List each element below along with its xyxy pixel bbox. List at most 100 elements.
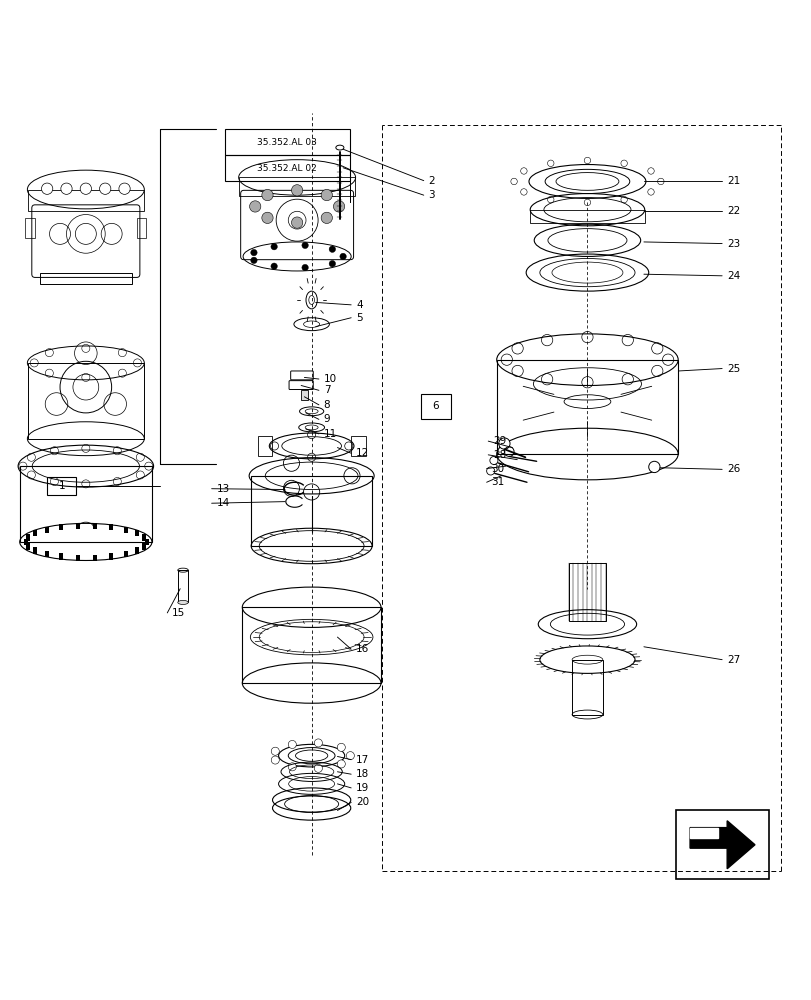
Bar xyxy=(124,551,127,557)
Bar xyxy=(28,190,144,211)
Circle shape xyxy=(648,461,659,473)
Circle shape xyxy=(251,257,257,264)
Bar xyxy=(251,476,371,546)
Text: 35.352.AL 02: 35.352.AL 02 xyxy=(257,164,316,173)
Bar xyxy=(496,360,677,454)
Circle shape xyxy=(100,183,111,194)
Ellipse shape xyxy=(583,199,590,206)
Circle shape xyxy=(302,264,308,271)
Bar xyxy=(569,563,605,621)
Bar xyxy=(75,555,79,561)
Text: 10: 10 xyxy=(324,374,337,384)
Bar xyxy=(136,218,146,238)
Text: 13: 13 xyxy=(217,484,230,494)
Circle shape xyxy=(498,438,509,449)
Ellipse shape xyxy=(647,168,654,174)
Text: 5: 5 xyxy=(355,313,363,323)
Ellipse shape xyxy=(647,189,654,195)
Circle shape xyxy=(314,764,322,772)
Bar xyxy=(25,218,35,238)
Text: 9: 9 xyxy=(324,414,330,424)
Ellipse shape xyxy=(657,178,663,185)
Bar xyxy=(40,273,131,284)
Circle shape xyxy=(328,246,335,252)
Text: 27: 27 xyxy=(726,655,740,665)
Text: 16: 16 xyxy=(355,644,369,654)
Text: 17: 17 xyxy=(355,755,369,765)
Circle shape xyxy=(314,739,322,747)
Circle shape xyxy=(337,760,345,768)
Text: 24: 24 xyxy=(726,271,740,281)
Bar xyxy=(572,660,602,715)
Bar xyxy=(33,547,37,554)
Ellipse shape xyxy=(336,145,344,150)
Circle shape xyxy=(80,183,92,194)
Bar xyxy=(238,177,354,196)
Bar xyxy=(24,539,28,545)
Text: 2: 2 xyxy=(428,176,435,186)
Ellipse shape xyxy=(510,178,517,185)
Bar xyxy=(109,553,114,560)
Text: 23: 23 xyxy=(726,239,740,249)
Text: 1: 1 xyxy=(58,481,65,491)
FancyBboxPatch shape xyxy=(290,371,313,380)
Circle shape xyxy=(291,185,303,196)
Circle shape xyxy=(291,217,303,228)
Text: 4: 4 xyxy=(355,300,363,310)
Text: 6: 6 xyxy=(432,401,439,411)
Bar xyxy=(135,530,139,536)
Text: 3: 3 xyxy=(428,190,435,200)
Bar xyxy=(301,390,308,400)
Circle shape xyxy=(337,743,345,751)
Circle shape xyxy=(271,243,277,250)
Ellipse shape xyxy=(520,168,526,174)
Text: 22: 22 xyxy=(726,206,740,216)
Text: 14: 14 xyxy=(217,498,230,508)
Circle shape xyxy=(271,263,277,269)
Text: 7: 7 xyxy=(324,385,330,395)
Text: 29: 29 xyxy=(492,436,506,446)
Bar xyxy=(75,523,79,529)
Text: 8: 8 xyxy=(324,400,330,410)
Circle shape xyxy=(288,763,296,771)
Bar xyxy=(420,394,451,419)
Ellipse shape xyxy=(178,600,188,604)
Polygon shape xyxy=(689,821,754,869)
Circle shape xyxy=(261,212,272,224)
Circle shape xyxy=(340,253,346,260)
Text: 26: 26 xyxy=(726,464,740,474)
Bar xyxy=(350,436,365,456)
Circle shape xyxy=(61,183,72,194)
Bar xyxy=(242,607,380,683)
Ellipse shape xyxy=(583,157,590,164)
Text: 30: 30 xyxy=(491,464,504,474)
Ellipse shape xyxy=(547,196,553,203)
Circle shape xyxy=(320,212,332,224)
Ellipse shape xyxy=(547,160,553,167)
Bar xyxy=(530,210,644,223)
Bar xyxy=(142,534,146,541)
Circle shape xyxy=(261,189,272,201)
Bar xyxy=(47,477,76,495)
Ellipse shape xyxy=(620,160,627,167)
Text: 15: 15 xyxy=(172,608,185,618)
Circle shape xyxy=(328,260,335,267)
Bar xyxy=(225,129,349,155)
Text: 31: 31 xyxy=(491,477,504,487)
Ellipse shape xyxy=(620,196,627,203)
Bar xyxy=(257,436,272,456)
Bar xyxy=(26,534,30,541)
Bar xyxy=(109,524,114,530)
Bar xyxy=(45,527,49,533)
Circle shape xyxy=(333,201,345,212)
Circle shape xyxy=(288,740,296,749)
Circle shape xyxy=(271,756,279,764)
Bar xyxy=(144,539,148,545)
Bar xyxy=(124,527,127,533)
Bar xyxy=(26,543,30,550)
Bar xyxy=(45,551,49,557)
Bar xyxy=(135,547,139,554)
Text: 19: 19 xyxy=(355,783,369,793)
Bar xyxy=(178,570,188,602)
Text: 11: 11 xyxy=(324,429,337,439)
